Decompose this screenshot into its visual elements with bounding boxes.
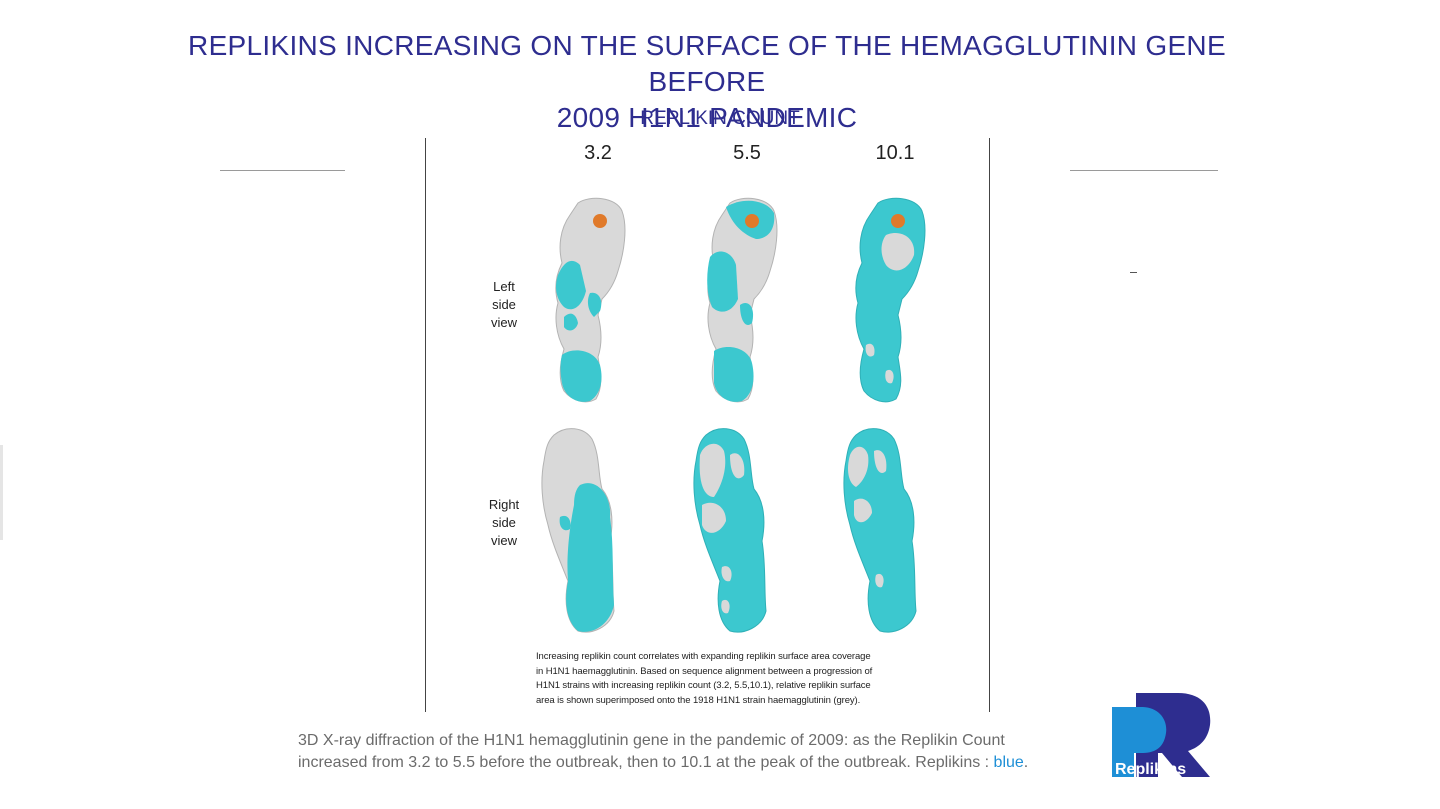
panel-border-right [989,138,990,712]
footer-line-1: 3D X-ray diffraction of the H1N1 hemaggl… [298,732,1005,749]
protein-surface-icon [693,428,767,633]
count-label-2: 5.5 [733,142,761,164]
edge-mark [0,445,3,540]
replikin-count-heading: REPLIKIN COUNT [640,108,800,129]
protein-surface-icon [855,197,926,403]
slide-title-line-1: REPLIKINS INCREASING ON THE SURFACE OF T… [188,30,1226,97]
footer-blue-word: blue [993,754,1024,771]
figure-caption: Increasing replikin count correlates wit… [536,650,928,708]
right-view-word-1: Right [488,497,520,512]
logo-wordmark: Replikins [1115,761,1186,778]
small-dash-mark [1130,272,1137,273]
left-view-word-3: view [490,315,517,330]
protein-surface-icon [843,428,917,633]
slide-footer-text: 3D X-ray diffraction of the H1N1 hemaggl… [298,730,1088,774]
left-view-word-1: Left [493,279,515,294]
footer-line-2: increased from 3.2 to 5.5 before the out… [298,752,1088,774]
protein-surface-icon [555,197,626,403]
footer-period: . [1023,754,1029,771]
panel-border-left [425,138,426,712]
caption-line-3: H1N1 strains with increasing replikin co… [536,680,871,691]
slide-title: REPLIKINS INCREASING ON THE SURFACE OF T… [150,28,1264,136]
protein-surface-icon [707,197,778,403]
footer-line-2-text: increased from 3.2 to 5.5 before the out… [298,754,994,771]
left-view-word-2: side [492,297,516,312]
count-label-3: 10.1 [875,142,915,164]
right-side-view-label: Right side view [474,496,534,550]
caption-line-2: in H1N1 haemagglutinin. Based on sequenc… [536,665,873,677]
divider-left [220,170,345,171]
caption-line-4: area is shown superimposed onto the 1918… [536,694,861,706]
left-side-view-label: Left side view [474,278,534,332]
right-view-word-2: side [492,515,516,530]
caption-line-1: Increasing replikin count correlates wit… [536,651,871,662]
count-label-1: 3.2 [584,142,612,164]
replikins-logo: Replikins [1112,693,1211,778]
slide-title-line-2: 2009 H1N1 PANDEMIC [556,102,858,133]
right-view-word-3: view [490,533,517,548]
protein-surface-icon [541,428,615,633]
divider-right [1070,170,1218,171]
